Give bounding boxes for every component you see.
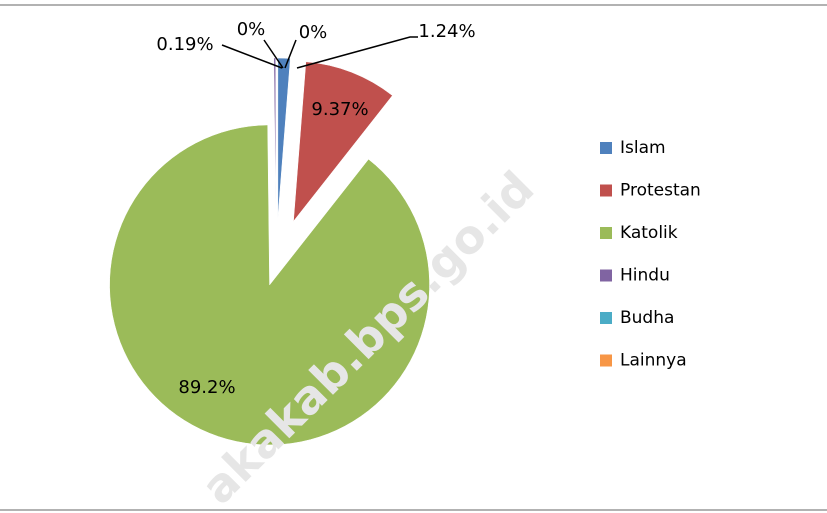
legend-label: Hindu [620, 266, 670, 286]
legend-swatch [600, 227, 612, 239]
pie-slice [273, 57, 276, 219]
legend-swatch [600, 269, 612, 282]
legend-swatch [600, 354, 612, 367]
legend-label: Protestan [620, 181, 701, 201]
legend-swatch [600, 312, 612, 324]
pie-slice [109, 124, 430, 446]
leader-line [263, 39, 284, 69]
legend-label: Islam [620, 138, 666, 158]
data-label: 0% [237, 19, 266, 40]
legend-label: Katolik [620, 223, 678, 243]
data-label: 0.19% [156, 34, 213, 55]
leader-line [221, 44, 283, 69]
data-label: 89.2% [178, 377, 235, 398]
leader-line [284, 39, 297, 69]
legend-swatch [600, 142, 612, 154]
pie [109, 57, 430, 446]
legend-label: Lainnya [620, 351, 687, 371]
pie-slice [277, 57, 291, 219]
leader-line [296, 36, 418, 69]
legend-swatch [600, 184, 612, 197]
data-label: 1.24% [418, 21, 475, 42]
data-label: 9.37% [311, 99, 368, 120]
legend-label: Budha [620, 308, 674, 328]
pie-slice [293, 61, 393, 223]
data-label: 0% [299, 22, 328, 43]
